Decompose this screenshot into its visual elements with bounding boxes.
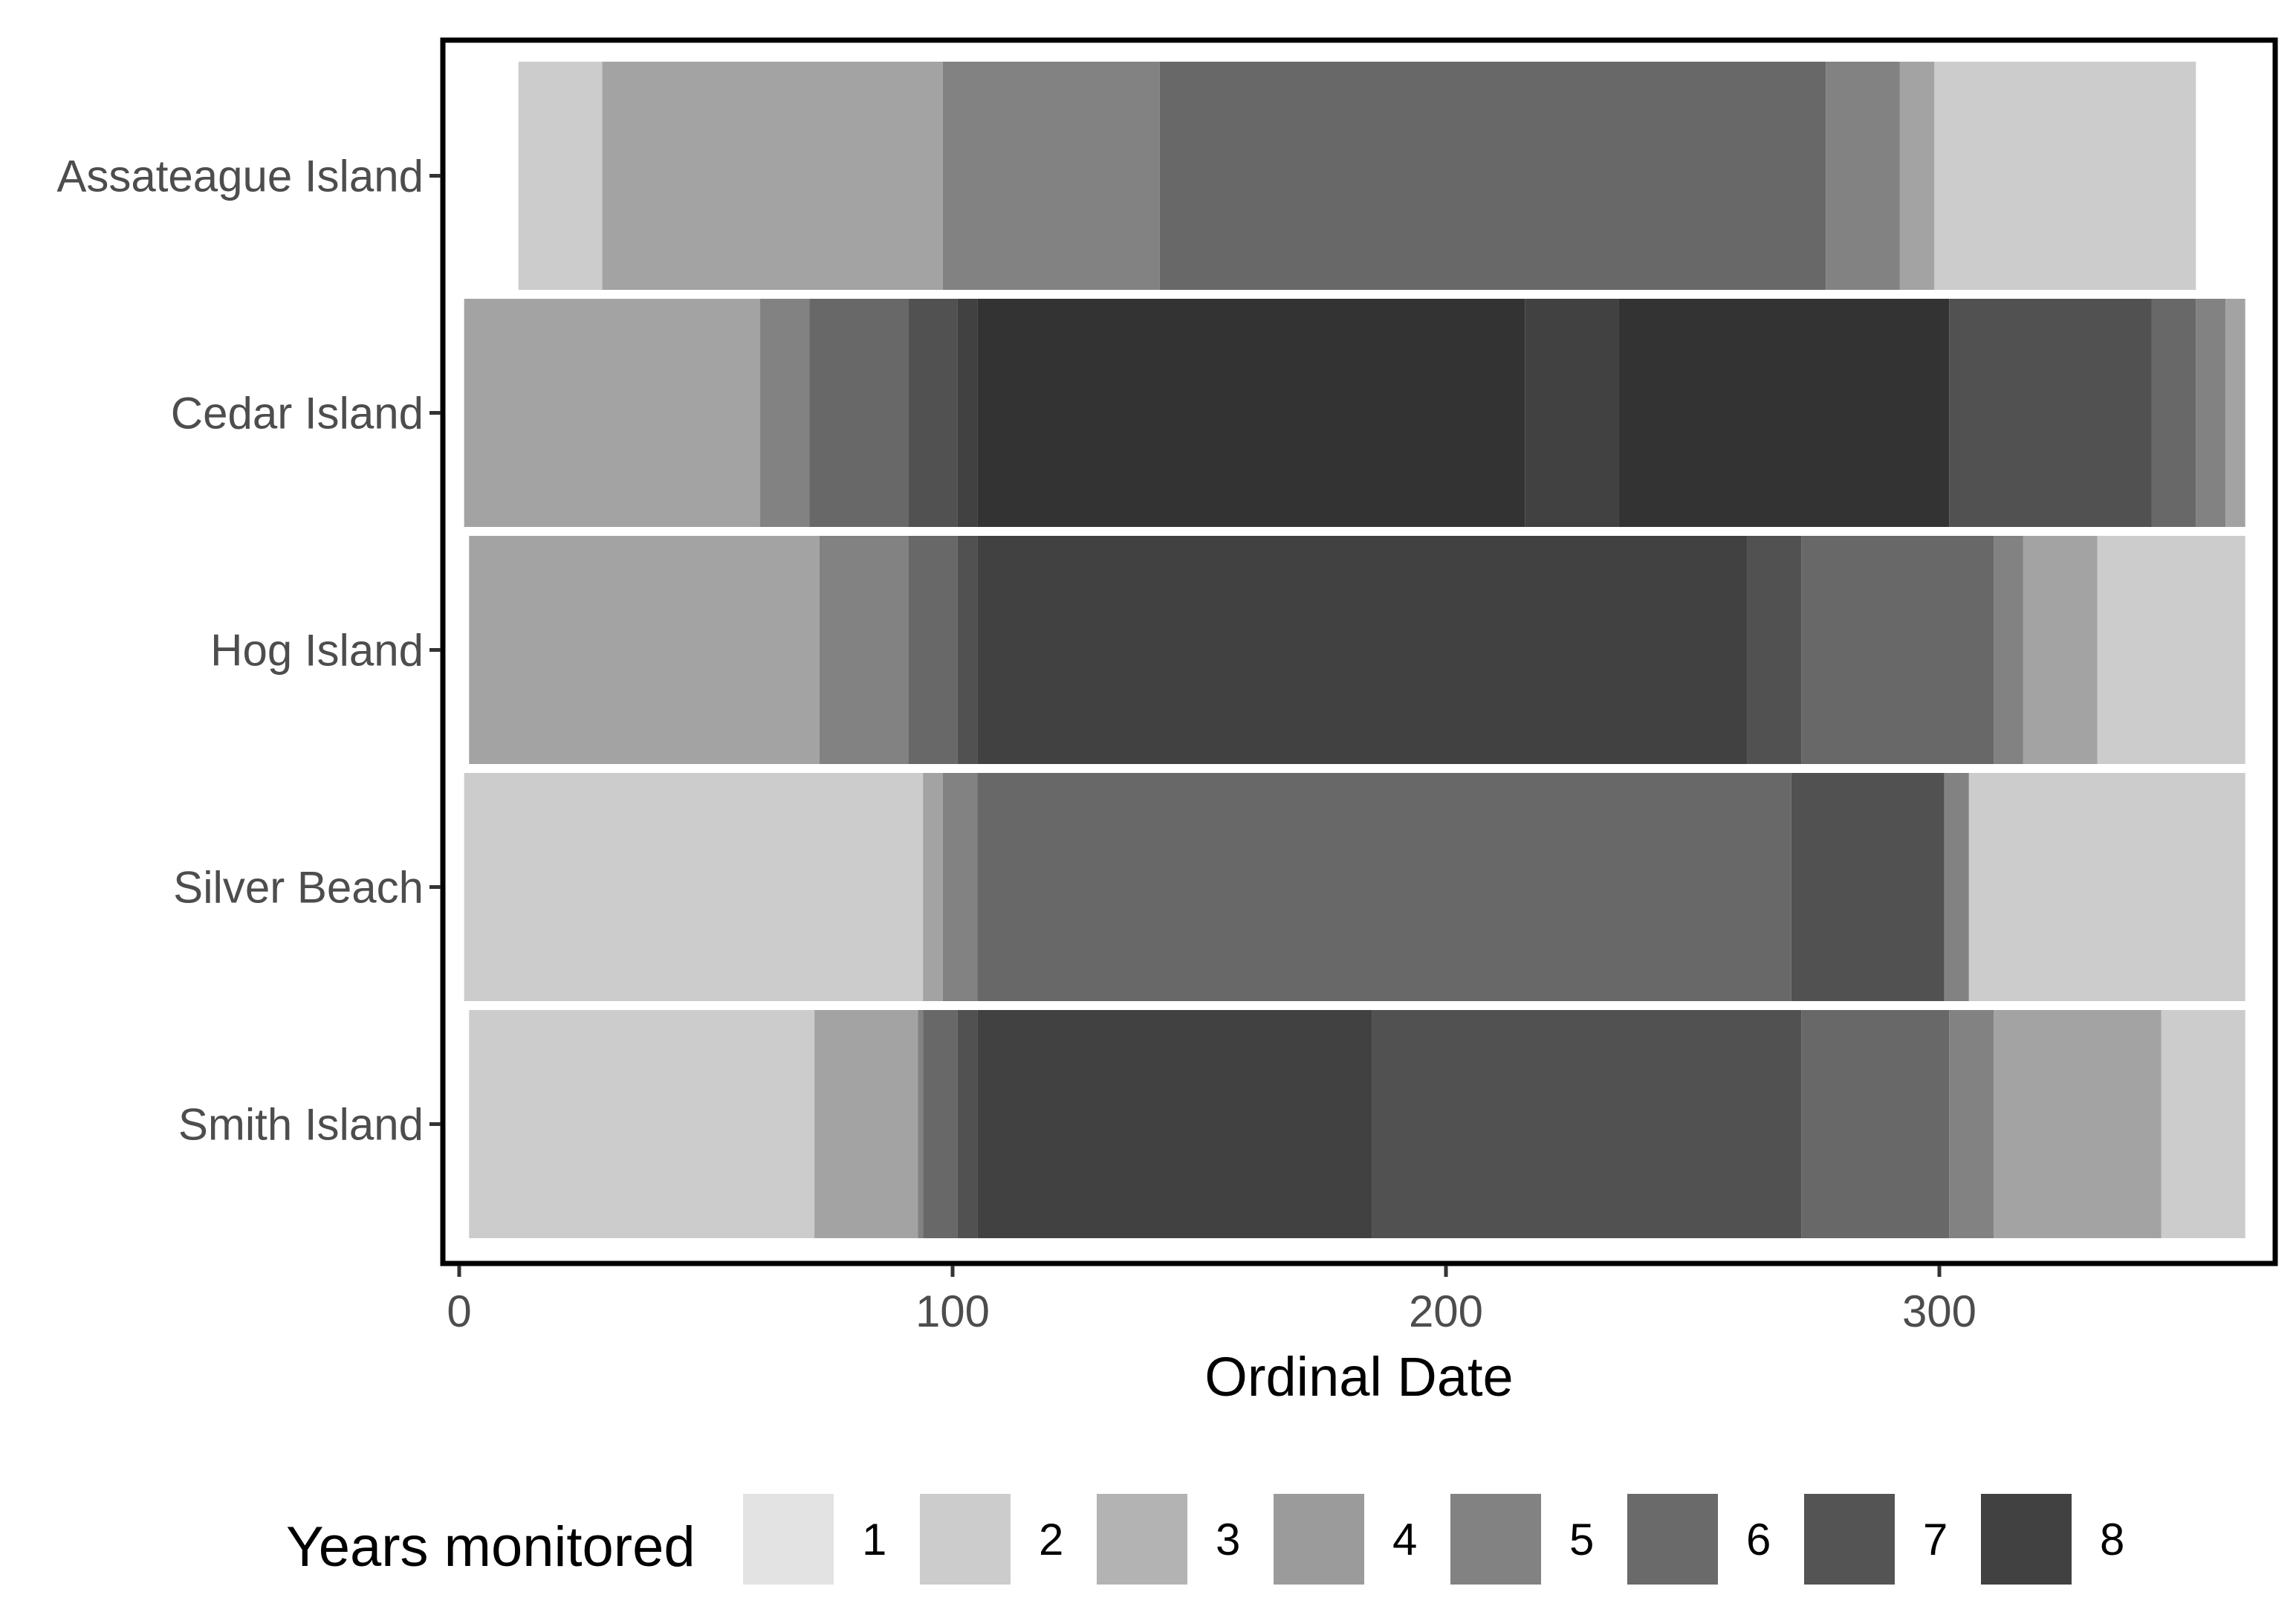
bar-segment (1747, 536, 1802, 764)
legend-label: 5 (1569, 1515, 1594, 1564)
y-axis: Assateague Island Cedar Island Hog Island S… (56, 152, 441, 1150)
bar-segment (1944, 773, 1969, 1001)
legend-label: 4 (1392, 1515, 1417, 1564)
y-tick-label: Cedar Island (171, 389, 424, 438)
bar-segment (819, 536, 909, 764)
x-tick-label: 200 (1409, 1287, 1483, 1336)
bar-segment (957, 1010, 978, 1238)
x-axis-title: Ordinal Date (1204, 1346, 1513, 1408)
legend-key (920, 1494, 1011, 1585)
bar-segment (908, 536, 958, 764)
legend-label: 7 (1923, 1515, 1948, 1564)
x-tick-label: 0 (447, 1287, 471, 1336)
bar-segment (464, 773, 924, 1001)
bar-segment (1994, 536, 2023, 764)
legend-key (1097, 1494, 1187, 1585)
bar-segment (2161, 1010, 2245, 1238)
bar-segment (908, 299, 958, 527)
bar-segment (923, 773, 943, 1001)
bar-segment (957, 536, 978, 764)
bar-segment (977, 299, 1525, 527)
bar-segment (1994, 1010, 2162, 1238)
legend-key (743, 1494, 834, 1585)
bar-segment (2225, 299, 2245, 527)
legend-key (1627, 1494, 1718, 1585)
bar-segment (809, 299, 909, 527)
y-tick-label: Hog Island (210, 626, 424, 676)
bar-segment (1791, 773, 1945, 1001)
x-axis: 0 100 200 300 (447, 1266, 1976, 1336)
bar-segment (923, 1010, 958, 1238)
bar-segment (1949, 1010, 1994, 1238)
bar-segment (518, 62, 603, 290)
bar-segment (1801, 536, 1994, 764)
bar-segment (1372, 1010, 1802, 1238)
bar-segment (977, 1010, 1372, 1238)
bar-segment (1968, 773, 2245, 1001)
bar-segment (464, 299, 761, 527)
bar-segment (469, 1010, 815, 1238)
bar-segment (977, 536, 1748, 764)
x-tick-label: 300 (1902, 1287, 1976, 1336)
legend-label: 6 (1746, 1515, 1771, 1564)
bar-segment (1525, 299, 1619, 527)
legend-label: 3 (1216, 1515, 1240, 1564)
y-tick-label: Smith Island (178, 1100, 424, 1150)
bar-segment (977, 773, 1791, 1001)
legend-label: 8 (2100, 1515, 2124, 1564)
bar-segment (602, 62, 943, 290)
y-tick-label: Assateague Island (56, 152, 424, 201)
bar-segment (1949, 299, 2152, 527)
bar-segment (1826, 62, 1900, 290)
legend-key (1804, 1494, 1895, 1585)
bar-segment (2097, 536, 2245, 764)
legend-key (1274, 1494, 1364, 1585)
bar-segment (2151, 299, 2196, 527)
y-tick-label: Silver Beach (173, 863, 424, 913)
plot-panel-border (440, 37, 2278, 1266)
legend-key (1450, 1494, 1541, 1585)
bar-segment (1159, 62, 1826, 290)
x-tick-label: 100 (915, 1287, 990, 1336)
bar-segment (2196, 299, 2226, 527)
bar-segment (918, 1010, 924, 1238)
bars-layer (464, 62, 2245, 1238)
legend-label: 2 (1039, 1515, 1063, 1564)
bar-segment (2023, 536, 2098, 764)
bar-segment (1618, 299, 1950, 527)
bar-segment (957, 299, 978, 527)
legend-key (1981, 1494, 2072, 1585)
legend-title: Years monitored (286, 1515, 695, 1579)
bar-segment (760, 299, 810, 527)
bar-segment (1899, 62, 1935, 290)
bar-segment (942, 773, 978, 1001)
legend: Years monitored 1 2 3 4 5 6 7 8 (286, 1494, 2124, 1585)
bar-segment (1934, 62, 2196, 290)
bar-segment (814, 1010, 918, 1238)
legend-label: 1 (862, 1515, 886, 1564)
bar-segment (1801, 1010, 1950, 1238)
bar-segment (469, 536, 820, 764)
bar-segment (942, 62, 1160, 290)
